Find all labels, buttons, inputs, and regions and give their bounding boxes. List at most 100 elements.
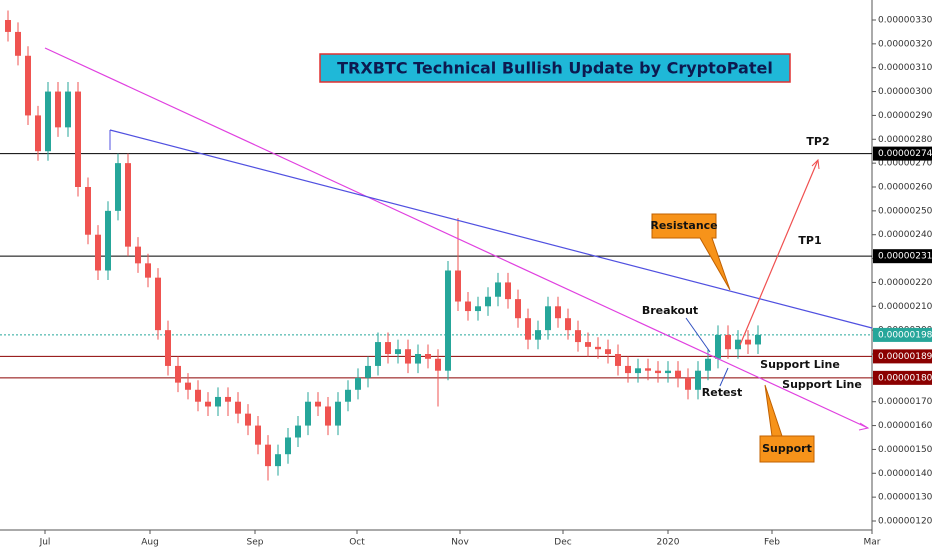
candle-body	[75, 91, 81, 187]
target-arrow	[739, 159, 819, 346]
level-label-box	[873, 349, 932, 364]
candle-body	[165, 330, 171, 366]
y-tick-label: 0.00000140	[878, 469, 932, 479]
candle-body	[45, 91, 51, 152]
candle-body	[605, 349, 611, 355]
candle-body	[745, 339, 751, 345]
candle-body	[465, 301, 471, 312]
candle-body	[205, 401, 211, 407]
annotation: Resistance	[650, 219, 717, 232]
candle-body	[415, 354, 421, 364]
y-tick-label: 0.00000220	[878, 278, 932, 288]
candle-body	[95, 234, 101, 271]
candle-body	[545, 306, 551, 331]
y-tick-label: 0.00000160	[878, 421, 932, 431]
candle-body	[425, 354, 431, 359]
candle-body	[225, 396, 231, 402]
y-tick-label: 0.00000280	[878, 135, 932, 145]
arrow	[719, 367, 729, 387]
x-tick-label: Mar	[864, 538, 881, 548]
chart-title: TRXBTC Technical Bullish Update by Crypt…	[337, 59, 773, 78]
y-tick-label: 0.00000240	[878, 230, 932, 240]
candle-body	[565, 318, 571, 331]
candle-body	[655, 370, 661, 374]
candle-body	[285, 437, 291, 455]
candle-body	[755, 334, 761, 345]
annotation: TP2	[806, 135, 829, 148]
candle-body	[595, 346, 601, 350]
candle-body	[245, 413, 251, 426]
annotation: Retest	[702, 386, 742, 399]
candle-body	[585, 342, 591, 347]
levels	[0, 146, 932, 385]
candle-body	[325, 406, 331, 426]
candle-body	[295, 425, 301, 438]
candle-body	[385, 342, 391, 355]
candle-body	[675, 370, 681, 378]
y-tick-label: 0.00000250	[878, 206, 932, 216]
candle-body	[175, 365, 181, 383]
candle-body	[735, 339, 741, 350]
candle-body	[345, 389, 351, 402]
candle-body	[665, 370, 671, 374]
y-tick-label: 0.00000210	[878, 302, 932, 312]
y-tick-label: 0.00000330	[878, 15, 932, 25]
candle-body	[255, 425, 261, 445]
candle-body	[485, 296, 491, 307]
level-label-box	[873, 327, 932, 342]
candle-body	[365, 365, 371, 378]
x-tick-label: Feb	[764, 538, 780, 548]
candle-body	[185, 382, 191, 390]
arrow-head	[811, 158, 820, 170]
x-tick-label: Oct	[349, 538, 365, 548]
candle-body	[625, 365, 631, 374]
candle-body	[715, 334, 721, 359]
level-label-box	[873, 370, 932, 385]
candle-body	[535, 330, 541, 340]
level-label: 0.00000274	[878, 149, 932, 159]
candle-body	[475, 306, 481, 312]
candle-body	[705, 358, 711, 371]
candle-body	[375, 342, 381, 366]
candle-body	[125, 163, 131, 247]
level-label: 0.00000231	[878, 252, 932, 262]
candle-body	[695, 370, 701, 390]
candle-body	[305, 401, 311, 426]
level-label-box	[873, 249, 932, 264]
annotation: Support	[762, 442, 812, 455]
candle-body	[85, 186, 91, 235]
candle-body	[455, 270, 461, 302]
candle-body	[405, 349, 411, 364]
candle-body	[135, 246, 141, 264]
candle-body	[145, 263, 151, 278]
candle-body	[115, 163, 121, 211]
y-tick-label: 0.00000310	[878, 63, 932, 73]
candle-body	[215, 396, 221, 407]
y-tick-label: 0.00000150	[878, 445, 932, 455]
candle-body	[615, 354, 621, 366]
candle-body	[645, 368, 651, 371]
y-tick-label: 0.00000290	[878, 111, 932, 121]
candle-body	[5, 19, 11, 32]
x-tick-label: Aug	[141, 538, 159, 548]
title-box	[319, 53, 791, 83]
candle-body	[435, 358, 441, 371]
candle-body	[55, 91, 61, 128]
candle-body	[25, 55, 31, 116]
candle-body	[505, 282, 511, 300]
candle-body	[335, 401, 341, 426]
annotation: Support Line	[760, 358, 840, 371]
y-tick-label: 0.00000130	[878, 493, 932, 503]
candle-body	[105, 210, 111, 271]
candle-body	[65, 91, 71, 128]
arrow	[685, 317, 711, 353]
candle-body	[575, 330, 581, 343]
candle-body	[395, 349, 401, 355]
candle-body	[515, 299, 521, 319]
x-tick-label: Nov	[451, 538, 469, 548]
y-tick-label: 0.00000320	[878, 39, 932, 49]
candle-body	[155, 277, 161, 331]
y-tick-label: 0.00000270	[878, 159, 932, 169]
arrow-head	[858, 422, 870, 431]
candle-body	[315, 401, 321, 407]
